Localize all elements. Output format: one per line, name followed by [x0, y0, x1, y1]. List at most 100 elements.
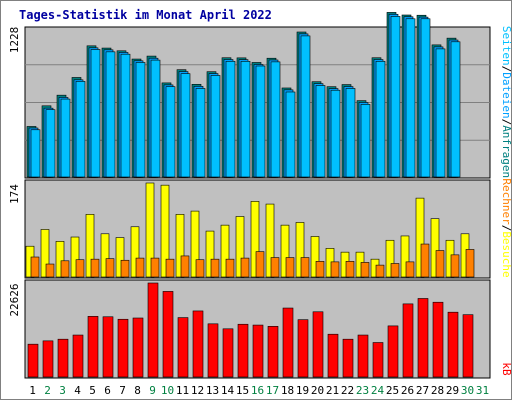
bar-rechner-day-20: [315, 261, 325, 278]
y-max-label-middle: 174: [8, 184, 21, 204]
bar-rechner-day-7: [120, 259, 130, 278]
bar-besuche-day-10: [160, 184, 170, 278]
bar-besuche-day-27: [415, 197, 425, 278]
bar-kb-day-15: [237, 323, 249, 378]
bar-seiten-day-7: [120, 53, 131, 178]
x-tick-label-day: 19: [296, 384, 309, 397]
legend-seiten: Seiten: [500, 26, 512, 66]
bar-seiten-day-23: [360, 104, 371, 178]
legend-besuche: Besuche: [500, 231, 512, 277]
bar-besuche-day-2: [40, 229, 50, 278]
x-tick-label-day: 12: [191, 384, 204, 397]
bar-besuche-day-18: [280, 224, 290, 278]
x-tick-label-day: 21: [326, 384, 339, 397]
y-max-label-top: 1228: [8, 27, 21, 54]
bar-seiten-day-22: [345, 88, 356, 178]
bar-seiten-day-27: [420, 18, 431, 178]
x-tick-label-day: 28: [431, 384, 444, 397]
bar-kb-day-29: [447, 311, 459, 378]
bar-seiten-day-29: [450, 41, 461, 178]
legend-separator: /: [500, 119, 512, 126]
bar-kb-day-23: [357, 334, 369, 378]
bar-seiten-day-24: [375, 60, 386, 178]
bar-besuche-day-5: [85, 214, 95, 278]
x-tick-label-day: 17: [266, 384, 279, 397]
bar-seiten-day-11: [180, 73, 191, 178]
x-tick-label-day: 23: [356, 384, 369, 397]
bar-seiten-day-8: [135, 62, 146, 178]
bar-kb-day-9: [147, 282, 159, 378]
x-tick-label-day: 11: [176, 384, 189, 397]
side-legend-bottom: kB: [500, 362, 512, 376]
bar-kb-day-18: [282, 307, 294, 378]
bar-rechner-day-19: [300, 257, 310, 278]
bar-seiten-day-9: [150, 59, 161, 178]
bar-besuche-day-28: [430, 218, 440, 278]
bar-rechner-day-25: [390, 263, 400, 278]
bar-kb-day-6: [102, 316, 114, 378]
bar-kb-day-20: [312, 311, 324, 378]
bar-kb-day-10: [162, 291, 174, 378]
bar-kb-day-21: [327, 333, 339, 378]
bar-kb-day-7: [117, 318, 129, 378]
x-tick-label-day: 5: [89, 384, 96, 397]
bar-besuche-day-12: [190, 210, 200, 278]
bar-seiten-day-4: [75, 81, 86, 178]
bar-rechner-day-13: [210, 258, 220, 278]
x-tick-label-day: 29: [446, 384, 459, 397]
bar-rechner-day-3: [60, 260, 70, 278]
legend-rechner: Rechner: [500, 178, 512, 225]
bar-besuche-day-15: [235, 216, 245, 278]
bar-besuche-day-8: [130, 226, 140, 278]
bar-seiten-day-21: [330, 89, 341, 178]
x-tick-label-day: 8: [134, 384, 141, 397]
bar-seiten-day-28: [435, 48, 446, 178]
bar-rechner-day-28: [435, 250, 445, 278]
y-max-label-bottom: 22626: [8, 283, 21, 316]
bar-rechner-day-15: [240, 257, 250, 278]
x-tick-label-day: 31: [476, 384, 489, 397]
x-tick-label-day: 30: [461, 384, 474, 397]
bar-besuche-day-17: [265, 203, 275, 278]
bar-rechner-day-29: [450, 254, 460, 278]
x-tick-label-day: 1: [29, 384, 36, 397]
legend-anfragen: Anfragen: [500, 125, 512, 178]
bar-rechner-day-26: [405, 261, 415, 278]
bar-rechner-day-11: [180, 255, 190, 278]
x-tick-label-day: 2: [44, 384, 51, 397]
x-tick-label-day: 14: [221, 384, 235, 397]
bar-besuche-day-25: [385, 239, 395, 278]
bar-seiten-day-3: [60, 98, 71, 178]
x-tick-label-day: 25: [386, 384, 399, 397]
bar-seiten-day-12: [195, 88, 206, 178]
bar-kb-day-27: [417, 298, 429, 378]
bar-seiten-day-25: [390, 16, 401, 178]
bar-kb-day-19: [297, 319, 309, 378]
bar-rechner-day-27: [420, 243, 430, 278]
x-tick-label-day: 7: [119, 384, 126, 397]
bar-rechner-day-30: [465, 249, 475, 278]
bar-rechner-day-24: [375, 264, 385, 278]
bar-kb-day-8: [132, 317, 144, 378]
bar-besuche-day-6: [100, 233, 110, 278]
chart-title: Tages-Statistik im Monat April 2022: [19, 8, 272, 22]
bar-besuche-day-4: [70, 236, 80, 278]
bar-seiten-day-1: [30, 129, 41, 178]
bar-rechner-day-17: [270, 257, 280, 278]
panel-bottom: [24, 279, 491, 379]
bar-rechner-day-6: [105, 258, 115, 278]
side-legend-top: Seiten/Dateien/Anfragen: [500, 26, 512, 178]
bar-kb-day-12: [192, 310, 204, 378]
bar-seiten-day-2: [45, 109, 56, 178]
bar-besuche-day-13: [205, 230, 215, 278]
bar-besuche-day-11: [175, 214, 185, 278]
x-tick-label-day: 24: [371, 384, 385, 397]
bar-rechner-day-12: [195, 259, 205, 278]
x-tick-label-day: 27: [416, 384, 429, 397]
bar-seiten-day-15: [240, 60, 251, 178]
bar-rechner-day-18: [285, 257, 295, 278]
bar-seiten-day-16: [255, 65, 266, 178]
bar-rechner-day-10: [165, 258, 175, 278]
bar-kb-day-28: [432, 301, 444, 378]
